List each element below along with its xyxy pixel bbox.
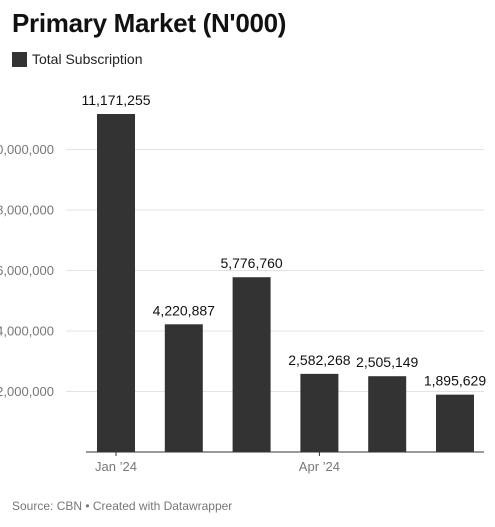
x-tick-label: Jan ’24 xyxy=(95,459,137,474)
bar xyxy=(97,114,135,452)
bar-value-label: 5,776,760 xyxy=(220,255,282,271)
x-tick-label: Apr ’24 xyxy=(299,459,340,474)
bar-value-label: 2,582,268 xyxy=(288,352,350,368)
gridlines xyxy=(66,148,484,392)
y-tick-label: 2,000,000 xyxy=(0,384,54,399)
bar-value-label: 4,220,887 xyxy=(153,302,215,318)
y-tick-label: 8,000,000 xyxy=(0,202,54,217)
bar xyxy=(436,394,474,452)
y-axis-labels: 2,000,000 4,000,000 6,000,000 8,000,000 10,0… xyxy=(0,142,54,399)
bar xyxy=(232,277,271,452)
bar-value-label: 11,171,255 xyxy=(81,92,150,108)
bar xyxy=(164,324,203,452)
source-note: Source: CBN • Created with Datawrapper xyxy=(12,499,233,513)
bar-value-label: 1,895,629 xyxy=(424,373,486,389)
y-tick-label: 4,000,000 xyxy=(0,323,54,338)
bar xyxy=(368,376,407,452)
bars xyxy=(97,114,474,452)
x-axis-labels: Jan ’24 Apr ’24 xyxy=(95,452,340,474)
legend: Total Subscription xyxy=(12,51,143,67)
chart-title: Primary Market (N'000) xyxy=(12,8,287,38)
legend-label: Total Subscription xyxy=(32,51,143,67)
y-tick-label: 10,000,000 xyxy=(0,142,54,157)
y-tick-label: 6,000,000 xyxy=(0,263,54,278)
value-labels: 11,171,255 4,220,887 5,776,760 2,582,268 2,5… xyxy=(81,92,486,389)
bar xyxy=(300,373,339,452)
bar-value-label: 2,505,149 xyxy=(356,354,418,370)
legend-swatch xyxy=(12,51,27,67)
